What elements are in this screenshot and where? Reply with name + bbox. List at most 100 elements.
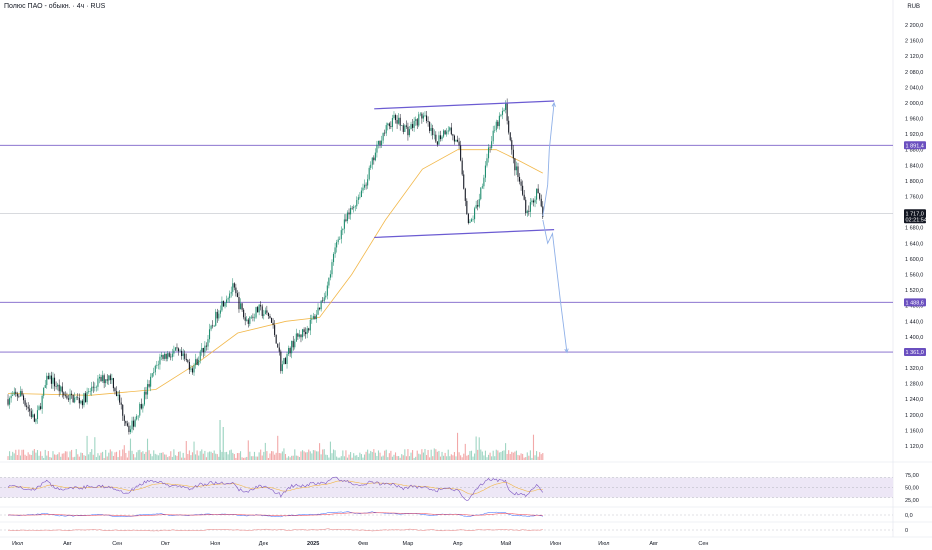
volume-bar [398, 456, 400, 460]
candle-body [342, 228, 344, 231]
x-tick-label: Июл [12, 541, 23, 547]
volume-bar [253, 451, 256, 460]
volume-bar [494, 456, 496, 460]
volume-bar [199, 451, 201, 460]
candle-body [199, 351, 201, 361]
y-tick-label: 2 000,0 [905, 101, 923, 107]
x-tick-label: Июл [598, 541, 609, 547]
volume-bar [317, 451, 319, 460]
volume-bar [505, 443, 507, 460]
volume-bar [226, 451, 228, 460]
volume-bar [284, 453, 287, 460]
level-badge-2-bg [904, 348, 926, 357]
candle-body [306, 328, 308, 335]
candle-body [295, 333, 297, 342]
candle-body [467, 214, 469, 224]
candle-body [329, 274, 331, 278]
candle-body [455, 139, 457, 142]
candle-body [425, 115, 428, 122]
osc-line [7, 528, 543, 532]
candle-body [419, 113, 421, 115]
candle-body [441, 136, 443, 140]
candle-body [539, 193, 541, 199]
volume-bar [498, 452, 500, 460]
candle-body [74, 397, 76, 403]
candle-body [415, 119, 417, 121]
volume-bar [458, 452, 460, 460]
candle-body [22, 395, 25, 401]
volume-bar [295, 455, 297, 460]
volume-bar [425, 455, 428, 460]
volume-bar [213, 450, 215, 460]
volume-bar [53, 454, 56, 460]
candle-body [213, 325, 215, 327]
volume-bar [529, 450, 531, 460]
candle-body [532, 200, 535, 203]
volume-bar [453, 452, 455, 460]
candle-body [91, 386, 93, 392]
volume-bar [221, 451, 223, 460]
candle-body [267, 312, 269, 316]
candle-body [360, 190, 362, 198]
candle-body [365, 184, 367, 186]
volume-bar [474, 453, 476, 460]
channel-line-1 [374, 229, 555, 239]
volume-bar [393, 454, 395, 460]
candle-body [469, 221, 471, 224]
volume-bar [21, 449, 23, 460]
volume-bar [438, 450, 440, 460]
volume-bar [117, 457, 119, 460]
volume-bar [131, 450, 133, 460]
volume-bar [424, 448, 426, 460]
candle-body [16, 393, 18, 397]
candle-body [312, 316, 314, 319]
candle-body [322, 300, 324, 302]
volume-bar [331, 453, 333, 460]
candle-body [179, 350, 181, 352]
volume-bar [309, 451, 311, 460]
candle-body [191, 368, 194, 373]
candle-body [443, 130, 445, 137]
y-tick-label: 1 960,0 [905, 117, 923, 123]
volume-bar [531, 457, 533, 460]
candle-body [518, 176, 521, 182]
volume-bar [334, 450, 336, 460]
candle-body [123, 415, 125, 421]
volume-bar [22, 449, 25, 460]
volume-bar [36, 450, 39, 460]
candle-body [481, 186, 483, 188]
candle-body [362, 187, 364, 191]
candle-body [244, 317, 246, 321]
candle-body [297, 333, 299, 337]
candle-body [357, 197, 359, 201]
candle-body [491, 141, 493, 149]
candle-body [170, 356, 172, 358]
volume-bar [422, 452, 424, 460]
candle-body [255, 307, 257, 318]
volume-bar [382, 455, 384, 460]
candle-body [509, 132, 511, 141]
candle-body [100, 376, 102, 382]
candle-body [408, 129, 411, 136]
candle-body [167, 353, 169, 359]
candle-body [522, 185, 524, 195]
volume-bar [359, 452, 361, 460]
candle-body [21, 391, 23, 396]
volume-bar [367, 449, 369, 460]
candle-body [367, 179, 369, 186]
candle-body [150, 376, 152, 387]
candle-body [514, 158, 516, 171]
volume-bar [71, 449, 73, 460]
volume-bar [150, 453, 152, 460]
candle-body [243, 309, 245, 318]
y-tick-label: 1 120,0 [905, 444, 923, 450]
rsi-line [7, 476, 544, 501]
candle-body [463, 174, 465, 189]
volume-bar [10, 455, 12, 460]
candle-body [19, 391, 21, 397]
candle-body [187, 360, 189, 362]
candle-body [49, 375, 51, 380]
candle-body [270, 318, 273, 323]
candle-body [134, 419, 136, 427]
